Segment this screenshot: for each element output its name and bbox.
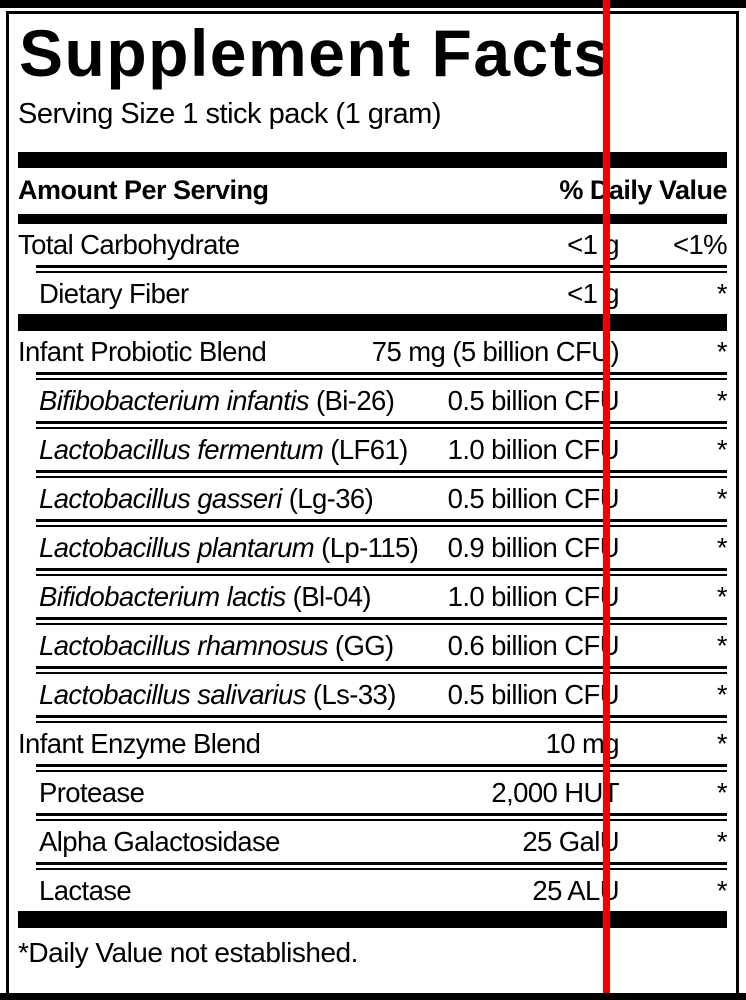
ingredient-amount: 2,000 HUT	[491, 776, 619, 808]
daily-value: *	[716, 277, 728, 309]
section-divider-thick	[18, 152, 727, 168]
ingredient-name: Infant Probiotic Blend	[18, 335, 267, 367]
daily-value: *	[716, 531, 728, 563]
label-title: Supplement Facts	[19, 16, 612, 90]
ingredient-name: Lactase	[39, 874, 132, 906]
ingredient-amount: 0.5 billion CFU	[447, 384, 620, 416]
row-separator	[36, 470, 727, 478]
table-row-total-carbohydrate: Total Carbohydrate <1 g <1%	[18, 224, 728, 265]
daily-value: *	[716, 580, 728, 612]
daily-value: *	[716, 433, 728, 465]
table-row-infant-enzyme-blend: Infant Enzyme Blend 10 mg *	[18, 723, 728, 764]
ingredient-amount: 0.9 billion CFU	[447, 531, 620, 563]
ingredient-amount: 1.0 billion CFU	[447, 433, 620, 465]
header-divider-bar	[18, 214, 727, 224]
daily-value: *	[716, 825, 728, 857]
ingredient-name: Infant Enzyme Blend	[18, 727, 261, 759]
daily-value: *	[716, 727, 728, 759]
label-box: Supplement Facts Serving Size 1 stick pa…	[6, 11, 739, 993]
ingredient-name: Lactobacillus plantarum (Lp-115)	[39, 531, 419, 563]
ingredient-amount: <1 g	[567, 277, 619, 309]
daily-value: *	[716, 482, 728, 514]
ingredient-amount: 0.5 billion CFU	[447, 678, 620, 710]
table-row-lactobacillus-plantarum: Lactobacillus plantarum (Lp-115) 0.9 bil…	[18, 527, 728, 568]
row-separator	[36, 568, 727, 576]
ingredient-name: Alpha Galactosidase	[39, 825, 280, 857]
ingredient-name: Lactobacillus salivarius (Ls-33)	[39, 678, 396, 710]
daily-value: <1%	[672, 228, 728, 260]
row-separator	[36, 666, 727, 674]
daily-value: *	[716, 874, 728, 906]
ingredient-amount: 1.0 billion CFU	[447, 580, 620, 612]
top-border-bar	[0, 0, 746, 8]
ingredient-amount: 75 mg (5 billion CFU)	[371, 335, 620, 367]
row-separator	[36, 372, 727, 380]
table-row-lactobacillus-rhamnosus: Lactobacillus rhamnosus (GG) 0.6 billion…	[18, 625, 728, 666]
daily-value-header: % Daily Value	[559, 175, 727, 205]
row-separator	[36, 764, 727, 772]
column-header-row: Amount Per Serving % Daily Value	[18, 168, 727, 214]
table-row-lactobacillus-fermentum: Lactobacillus fermentum (LF61) 1.0 billi…	[18, 429, 728, 470]
ingredient-name: Total Carbohydrate	[18, 228, 240, 260]
daily-value: *	[716, 335, 728, 367]
section-divider-thick	[18, 911, 727, 928]
table-row-bifidobacterium-lactis: Bifidobacterium lactis (Bl-04) 1.0 billi…	[18, 576, 728, 617]
table-row-protease: Protease 2,000 HUT *	[18, 772, 728, 813]
ingredient-name: Protease	[39, 776, 145, 808]
serving-size: Serving Size 1 stick pack (1 gram)	[18, 98, 441, 130]
daily-value: *	[716, 629, 728, 661]
table-row-dietary-fiber: Dietary Fiber <1 g *	[18, 273, 728, 314]
row-separator	[36, 862, 727, 870]
row-separator	[36, 421, 727, 429]
ingredient-name: Dietary Fiber	[39, 277, 189, 309]
table-row-lactase: Lactase 25 ALU *	[18, 870, 728, 911]
row-separator	[36, 519, 727, 527]
amount-per-serving-header: Amount Per Serving	[18, 175, 269, 205]
table-row-lactobacillus-gasseri: Lactobacillus gasseri (Lg-36) 0.5 billio…	[18, 478, 728, 519]
table-row-alpha-galactosidase: Alpha Galactosidase 25 GalU *	[18, 821, 728, 862]
red-marker-line	[603, 0, 610, 993]
ingredient-amount: 0.6 billion CFU	[447, 629, 620, 661]
ingredient-name: Lactobacillus gasseri (Lg-36)	[39, 482, 374, 514]
ingredient-name: Lactobacillus rhamnosus (GG)	[39, 629, 394, 661]
daily-value: *	[716, 678, 728, 710]
ingredient-name: Bifidobacterium lactis (Bl-04)	[39, 580, 372, 612]
table-row-lactobacillus-salivarius: Lactobacillus salivarius (Ls-33) 0.5 bil…	[18, 674, 728, 715]
bottom-border-bar	[0, 993, 746, 1000]
row-separator	[36, 813, 727, 821]
daily-value-footnote: *Daily Value not established.	[18, 937, 358, 968]
row-separator	[36, 715, 727, 723]
table-row-infant-probiotic-blend: Infant Probiotic Blend 75 mg (5 billion …	[18, 331, 728, 372]
daily-value: *	[716, 384, 728, 416]
row-separator	[36, 265, 727, 273]
ingredient-name: Bifibobacterium infantis (Bi-26)	[39, 384, 395, 416]
ingredient-name: Lactobacillus fermentum (LF61)	[39, 433, 408, 465]
row-separator	[36, 617, 727, 625]
ingredient-amount: <1 g	[567, 228, 619, 260]
daily-value: *	[716, 776, 728, 808]
ingredient-amount: 0.5 billion CFU	[447, 482, 620, 514]
table-row-bifibobacterium-infantis: Bifibobacterium infantis (Bi-26) 0.5 bil…	[18, 380, 728, 421]
section-divider-thick	[18, 314, 727, 331]
